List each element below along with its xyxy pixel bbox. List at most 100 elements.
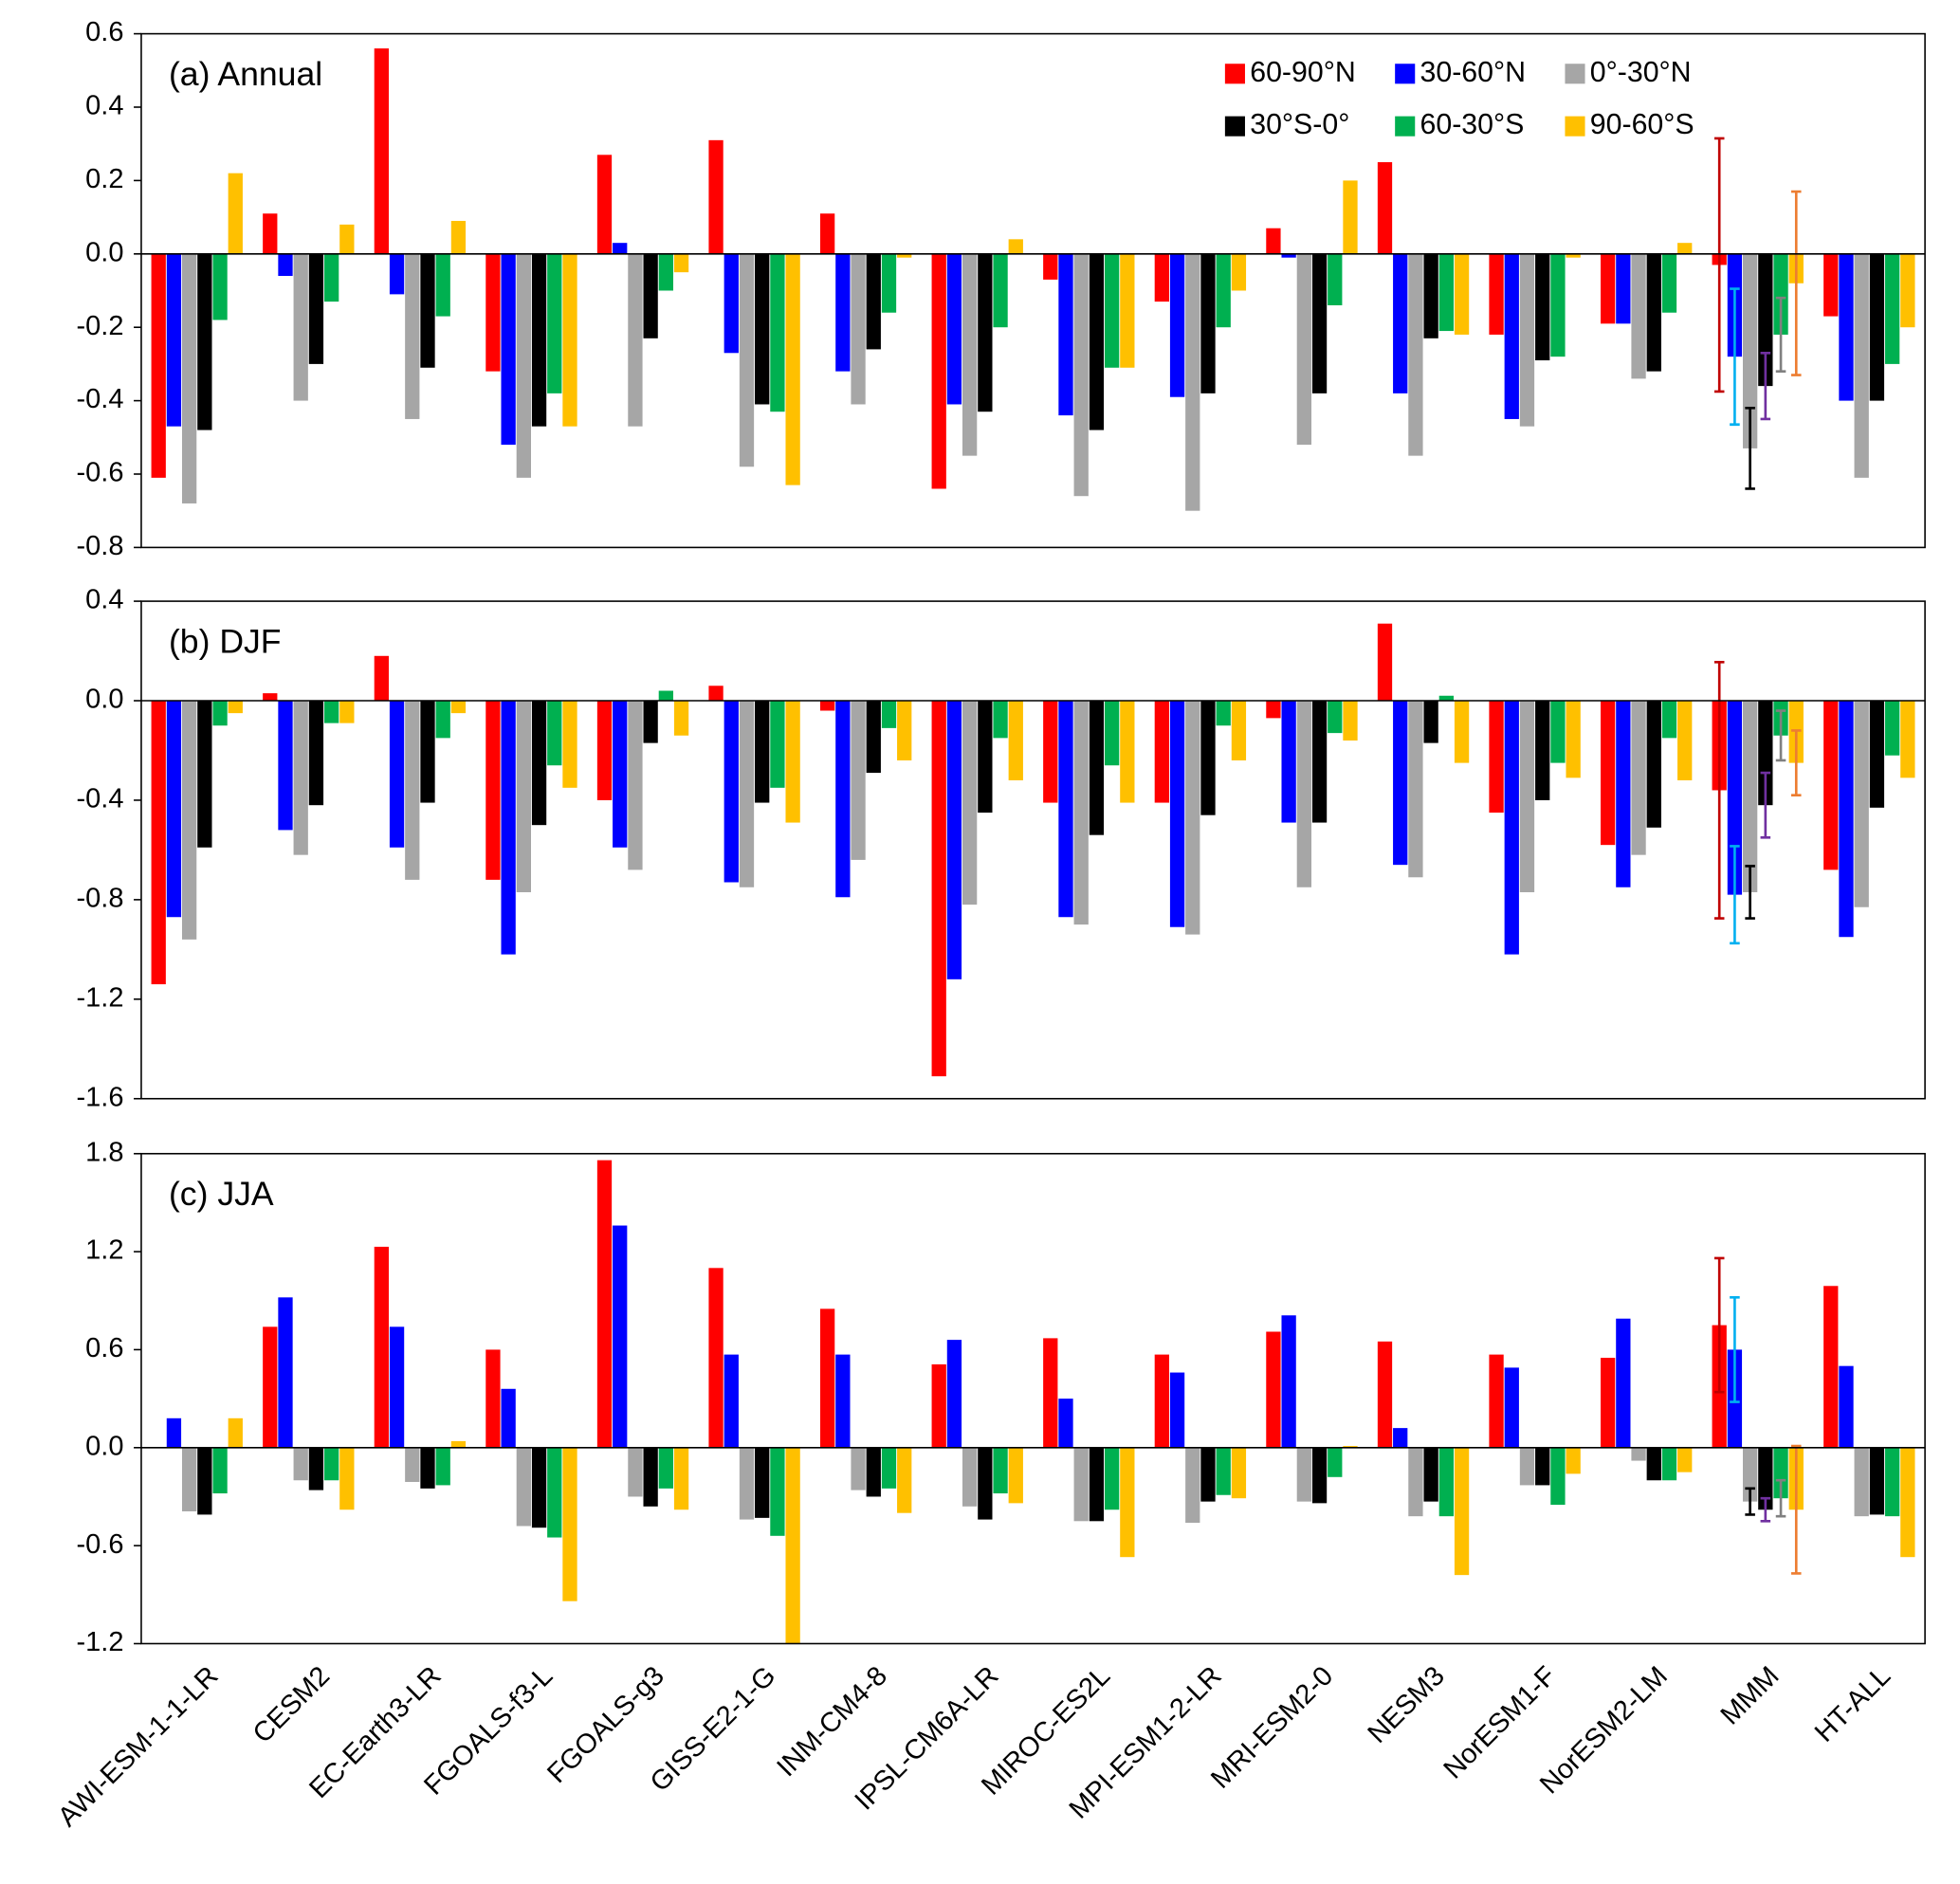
bar [1900, 1447, 1915, 1558]
bar [851, 1447, 866, 1491]
bar [1884, 253, 1900, 364]
bar [1884, 1447, 1900, 1517]
bar [374, 48, 389, 254]
bar [1328, 701, 1343, 734]
bar [1438, 1447, 1454, 1517]
bar [1600, 701, 1616, 846]
bar [1854, 1447, 1869, 1517]
x-tick-label: INM-CM4-8 [771, 1661, 893, 1783]
bar [643, 253, 658, 338]
bar [1120, 701, 1135, 803]
legend-label: 60-90°N [1250, 57, 1355, 88]
bar [785, 701, 800, 823]
bar [1200, 701, 1216, 815]
bar [1058, 253, 1073, 416]
bar [1823, 253, 1839, 317]
bar [1839, 253, 1854, 401]
bar [819, 213, 835, 254]
bar [596, 701, 613, 800]
bar [673, 1447, 689, 1510]
bar [263, 213, 278, 254]
bar [1104, 701, 1120, 766]
bar [516, 1447, 531, 1527]
y-tick-label: -1.6 [77, 1082, 124, 1112]
bar [263, 693, 278, 702]
bar [1043, 701, 1058, 803]
bar [1408, 253, 1423, 456]
bar [339, 224, 355, 254]
plot-frame [140, 1152, 1926, 1645]
bar [1616, 701, 1631, 887]
bar [962, 253, 978, 456]
bar [435, 701, 450, 739]
bar [323, 253, 339, 302]
bar [708, 139, 724, 254]
bar [1631, 253, 1646, 379]
bar [1343, 701, 1358, 741]
bar [501, 253, 516, 446]
y-tick-label: 0.4 [85, 585, 123, 615]
bar [1393, 253, 1408, 393]
bar [1169, 701, 1185, 927]
bar [1200, 253, 1216, 393]
bar [1185, 1447, 1200, 1524]
bar [755, 701, 770, 803]
y-tick-label: 0.4 [85, 91, 123, 121]
bar [1423, 1447, 1438, 1502]
bar [1073, 701, 1089, 925]
bar [613, 701, 628, 848]
error-bar [1745, 865, 1755, 920]
bar [946, 253, 962, 405]
bar [547, 701, 562, 766]
bar [1089, 701, 1105, 835]
error-bar [1760, 771, 1771, 839]
bar [293, 701, 308, 855]
bar [547, 253, 562, 393]
bar [1266, 701, 1281, 719]
legend-swatch [1395, 116, 1416, 137]
bar [278, 1297, 293, 1448]
bar [931, 253, 946, 489]
bar [420, 1447, 435, 1489]
bar [613, 1225, 628, 1448]
y-tick-label: 0.0 [85, 685, 123, 715]
bar [851, 253, 866, 405]
bar [946, 1340, 962, 1448]
bar [1377, 162, 1393, 254]
x-tick-label: NorESM1-F [1438, 1661, 1563, 1785]
bar [881, 701, 897, 728]
bar [1519, 701, 1535, 893]
bar [531, 701, 547, 826]
bar [1377, 1341, 1393, 1448]
bar [978, 253, 993, 412]
bar [166, 1418, 182, 1448]
bar [1884, 701, 1900, 756]
bar [658, 690, 673, 702]
legend-label: 0°-30°N [1590, 57, 1692, 88]
bar [1296, 701, 1311, 887]
bar [485, 701, 501, 880]
bar [946, 701, 962, 979]
error-bar [1790, 1444, 1802, 1575]
error-bar [1745, 407, 1755, 490]
error-bar [1760, 1496, 1771, 1523]
bar [485, 253, 501, 372]
bar [1869, 701, 1885, 808]
bar [962, 1447, 978, 1507]
bar [739, 701, 755, 887]
bar [166, 253, 182, 427]
bar [1566, 253, 1581, 258]
panel-title: (c) JJA [169, 1175, 274, 1213]
bar [339, 701, 355, 723]
bar [1008, 701, 1023, 780]
error-bar [1790, 190, 1802, 376]
bar [724, 701, 739, 883]
bar [485, 1349, 501, 1448]
bar [1454, 701, 1470, 763]
bar [1661, 1447, 1677, 1481]
bar [1504, 1367, 1519, 1448]
bar [1423, 701, 1438, 743]
bar [531, 253, 547, 427]
bar [1823, 701, 1839, 870]
bar [1677, 701, 1693, 780]
